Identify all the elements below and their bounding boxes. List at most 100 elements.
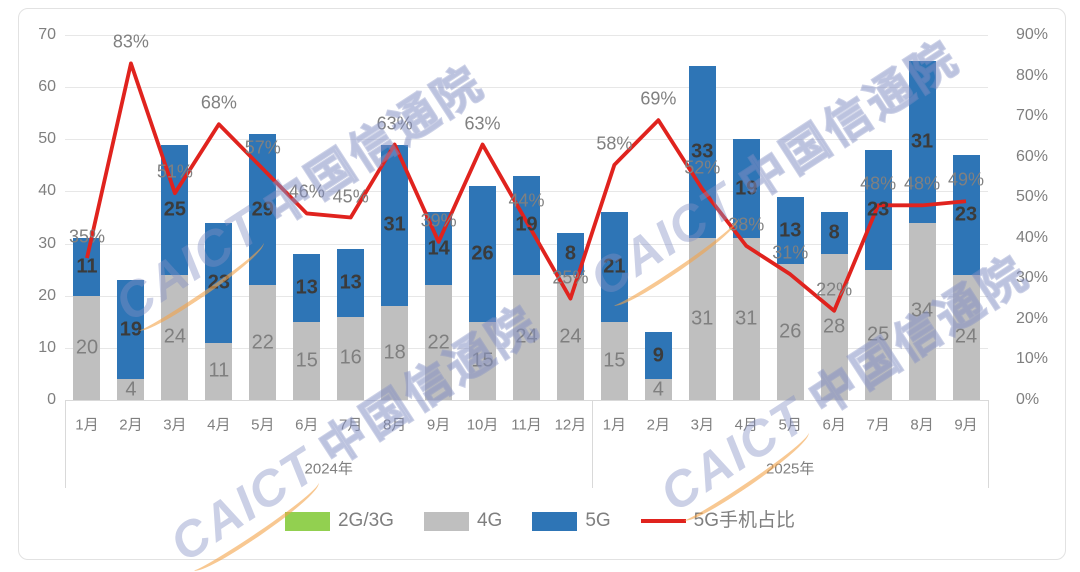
data-label-5g-share: 83% [112,31,149,52]
data-label-5g: 29 [251,198,274,221]
data-label-5g-share: 25% [552,267,589,288]
right-axis-tick: 70% [1016,107,1049,125]
data-label-4g: 24 [954,325,978,348]
data-label-5g: 23 [866,198,890,221]
bar-segment-4g [205,342,233,400]
chart-border [18,8,1066,560]
left-axis-tick: 0 [47,391,56,408]
data-label-5g-share: 35% [68,226,105,247]
data-label-5g-share: 22% [816,279,853,300]
data-label-5g-share: 49% [948,169,985,190]
data-label-4g: 26 [779,320,802,343]
data-label-4g: 11 [208,359,230,382]
legend-label: 5G手机占比 [693,510,796,531]
legend-label: 2G/3G [337,510,394,531]
month-label: 1月 [602,416,627,434]
data-label-4g: 22 [427,331,450,354]
data-label-5g: 8 [564,242,576,265]
left-axis-tick: 40 [38,182,56,200]
data-label-5g-share: 57% [244,137,281,158]
legend: 2G/3G 4G 5G 5G手机占比 [0,510,1080,532]
right-axis-tick: 90% [1016,26,1049,43]
month-label: 6月 [295,416,319,434]
month-label: 3月 [163,416,187,434]
data-label-5g-share: 68% [200,92,237,113]
data-label-5g: 14 [427,237,450,260]
data-label-5g-share: 45% [332,186,369,206]
left-axis-tick: 10 [38,338,56,356]
month-label: 4月 [207,416,231,434]
legend-item-2g3g: 2G/3G [284,510,394,532]
year-label: 2024年 [304,460,353,478]
bar-segment-4g [381,306,409,400]
bar-segment-4g [644,379,672,400]
data-label-4g: 15 [295,349,318,372]
data-label-4g: 31 [735,307,758,330]
bar-segment-4g [469,321,497,400]
year-divider [592,400,594,488]
data-label-4g: 22 [251,331,274,354]
year-divider [988,400,989,488]
data-label-4g: 25 [866,323,890,346]
data-label-5g: 31 [383,213,406,236]
data-label-5g: 23 [207,271,230,294]
data-label-5g: 23 [954,203,978,226]
data-label-5g: 26 [471,242,494,265]
month-label: 4月 [734,416,758,434]
data-label-4g: 24 [515,325,538,348]
bar-segment-4g [337,316,365,400]
left-axis-tick: 30 [38,234,56,252]
data-label-4g: 31 [691,307,714,330]
data-label-5g: 9 [652,344,664,367]
month-label: 5月 [251,416,275,434]
data-label-5g: 13 [339,271,362,294]
bar-segment-4g [600,321,628,400]
data-label-4g: 28 [823,315,846,338]
left-axis-tick: 60 [38,78,56,96]
month-label: 5月 [778,416,802,434]
data-label-4g: 20 [75,336,99,359]
legend-swatch-5g [532,511,578,531]
data-label-4g: 16 [339,346,362,369]
data-label-5g-share: 44% [508,190,545,211]
data-label-4g: 24 [559,325,582,348]
gridline [65,87,988,89]
year-divider [65,400,66,488]
data-label-5g-share: 38% [728,214,765,235]
data-label-5g: 13 [295,276,318,299]
month-label: 10月 [466,416,499,434]
year-label: 2025年 [766,460,815,478]
month-label: 1月 [75,416,99,434]
data-label-5g-share: 63% [464,113,501,133]
right-axis-tick: 40% [1016,228,1049,246]
data-label-4g: 18 [383,341,406,364]
data-label-5g-share: 46% [288,181,325,202]
legend-item-5g-share: 5G手机占比 [640,510,796,532]
month-label: 6月 [822,416,846,434]
data-label-5g-share: 63% [376,113,413,133]
data-label-4g: 4 [652,378,664,401]
data-label-5g: 13 [779,219,802,242]
legend-label: 5G [585,510,611,531]
data-label-5g-share: 52% [684,157,721,178]
data-label-5g: 19 [119,318,143,341]
data-label-4g: 15 [471,349,494,372]
month-label: 8月 [382,416,407,434]
legend-item-4g: 4G [423,510,502,532]
month-label: 2月 [646,416,671,434]
right-axis-tick: 60% [1016,147,1049,165]
gridline [65,139,988,141]
legend-item-5g: 5G [532,510,611,532]
data-label-5g: 21 [603,255,626,278]
month-label: 7月 [339,416,363,434]
x-axis-line [65,400,988,401]
right-axis-tick: 10% [1016,350,1049,368]
data-label-4g: 15 [603,349,626,372]
data-label-5g-share: 58% [596,133,633,154]
bar-segment-4g [117,379,145,400]
data-label-4g: 4 [125,378,137,401]
right-axis-tick: 50% [1016,188,1049,206]
data-label-5g: 8 [828,221,840,244]
right-axis-tick: 0% [1016,391,1040,408]
